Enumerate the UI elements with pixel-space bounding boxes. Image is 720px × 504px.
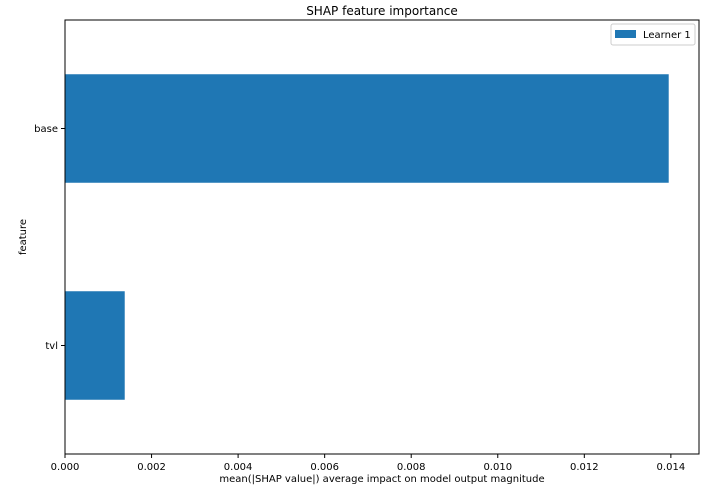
legend-label: Learner 1: [643, 30, 691, 41]
legend-frame: [610, 23, 696, 46]
x-tick-label: 0.006: [310, 462, 339, 473]
x-ticks-group: 0.000 0.002 0.004 0.006 0.008 0.010 0.012 0.014: [51, 454, 686, 473]
x-tick-label: 0.010: [483, 462, 512, 473]
y-axis-label: feature: [18, 219, 29, 255]
bars-group: [65, 74, 669, 400]
x-tick-label: 0.008: [397, 462, 426, 473]
legend: Learner 1: [610, 23, 696, 46]
x-axis-label: mean(|SHAP value|) average impact on mod…: [219, 474, 544, 485]
bar-base: [65, 74, 669, 183]
x-tick-label: 0.004: [224, 462, 253, 473]
x-tick-label: 0.012: [570, 462, 599, 473]
y-tick-label: base: [34, 124, 58, 135]
x-tick-label: 0.002: [137, 462, 166, 473]
legend-swatch: [615, 30, 636, 38]
plot-frame: [64, 19, 700, 455]
x-tick-label: 0.014: [657, 462, 686, 473]
y-tick-label: tvl: [45, 341, 58, 352]
x-tick-label: 0.000: [51, 462, 80, 473]
chart-title: SHAP feature importance: [306, 4, 458, 18]
bar-tvl: [65, 291, 125, 400]
y-ticks-group: base tvl: [34, 124, 65, 352]
